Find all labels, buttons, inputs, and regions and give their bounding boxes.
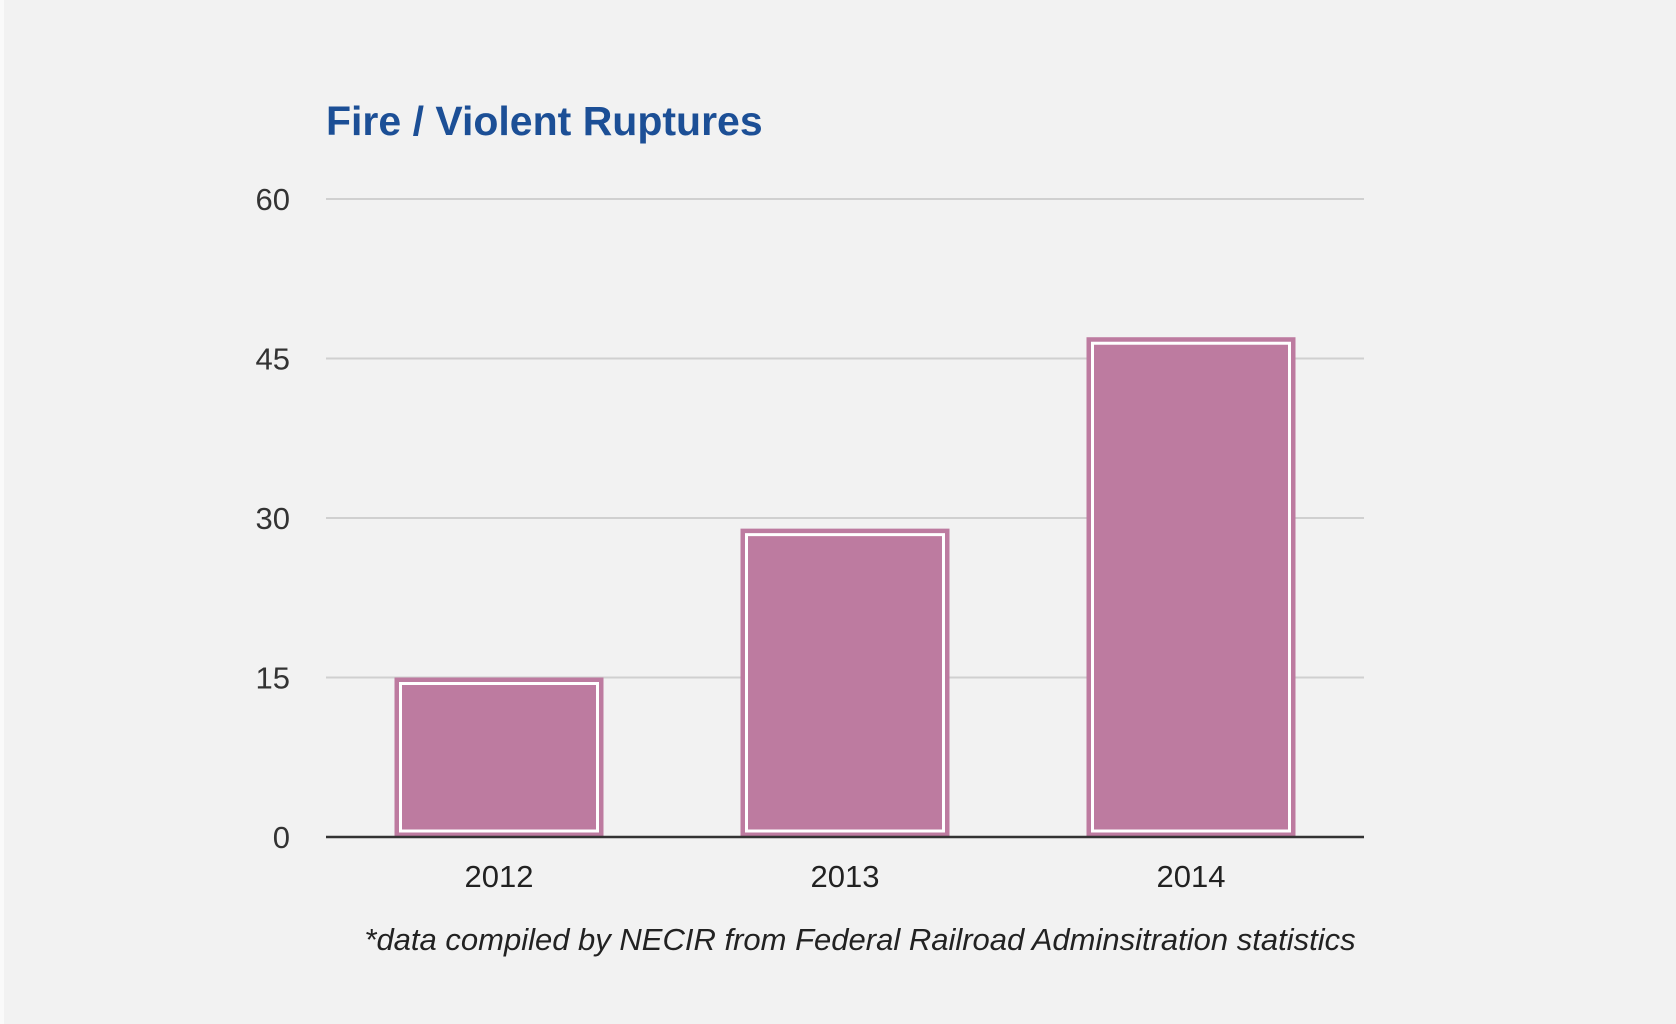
x-tick-label: 2012 [465, 859, 534, 894]
y-tick-label: 60 [256, 182, 290, 217]
bar-inner-border [399, 682, 599, 833]
bar-inner-border [745, 533, 945, 833]
x-tick-label: 2014 [1157, 859, 1226, 894]
y-tick-label: 15 [256, 661, 290, 696]
bar-inner-border [1091, 341, 1291, 833]
x-tick-label: 2013 [811, 859, 880, 894]
bar [740, 528, 950, 837]
bar [394, 677, 604, 837]
y-tick-label: 30 [256, 501, 290, 536]
y-tick-label: 0 [273, 820, 290, 855]
chart-footnote: *data compiled by NECIR from Federal Rai… [364, 922, 1356, 957]
y-tick-label: 45 [256, 342, 290, 377]
chart-title: Fire / Violent Ruptures [326, 98, 763, 144]
bar [1086, 337, 1296, 837]
left-edge-strip [0, 0, 4, 1024]
